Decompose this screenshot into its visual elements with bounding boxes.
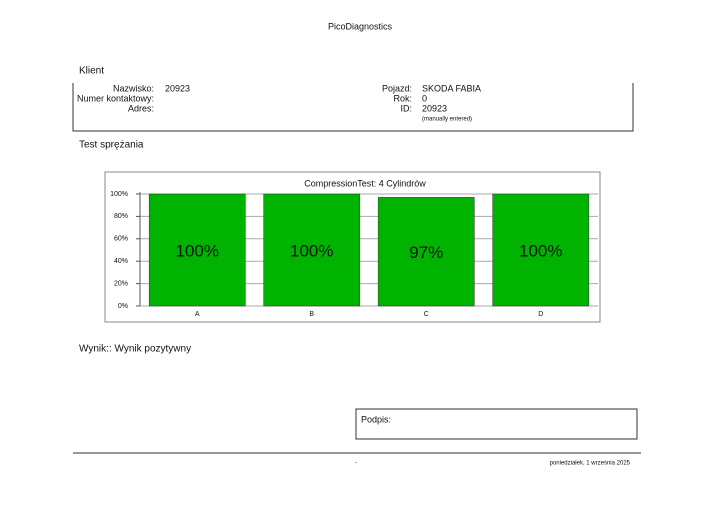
y-tick-label: 100% [110, 191, 128, 198]
y-tick-label: 80% [114, 213, 128, 220]
field-label: ID: [400, 103, 412, 113]
value-label: 100% [290, 241, 333, 260]
y-tick-label: 0% [118, 303, 128, 310]
field-label: Numer kontaktowy: [77, 93, 154, 103]
x-tick-label: C [424, 311, 429, 318]
bar [148, 193, 246, 307]
client-box [72, 83, 634, 132]
bar [492, 193, 590, 307]
field-value: 0 [422, 93, 427, 103]
field-value: SKODA FABIA [422, 83, 481, 93]
x-tick-label: D [538, 311, 543, 318]
x-tick-label: A [195, 311, 200, 318]
y-tick-label: 20% [114, 280, 128, 287]
y-tick-label: 40% [114, 258, 128, 265]
field-label: Nazwisko: [113, 83, 154, 93]
signature-label: Podpis: [361, 414, 391, 424]
page-title: PicoDiagnostics [328, 21, 393, 31]
chart: 0% 20% 40% 60% 80% 100% 100% A 100% B 97% C 100% D [110, 191, 598, 318]
signature-box [355, 408, 638, 440]
bar [377, 197, 475, 307]
result: Wynik:: Wynik pozytywny [79, 344, 191, 355]
x-tick-label: B [309, 311, 314, 318]
chart-title: CompressionTest: 4 Cylindrów [304, 178, 426, 188]
footer-date: poniedziałek, 1 września 2025 [550, 461, 631, 467]
field-value: 20923 [422, 103, 447, 113]
client-heading: Klient [79, 66, 104, 77]
field-label: Adres: [128, 103, 154, 113]
y-tick-label: 60% [114, 236, 128, 243]
value-label: 97% [409, 243, 443, 262]
section-heading: Test sprężania [79, 140, 144, 151]
note: (manually entered) [422, 117, 472, 123]
bar [263, 193, 361, 307]
value-label: 100% [176, 241, 219, 260]
field-label: Rok: [393, 93, 412, 103]
footer-center: - [355, 461, 357, 467]
value-label: 100% [519, 241, 562, 260]
field-value: 20923 [165, 83, 190, 93]
client-fields: Nazwisko: 20923 Numer kontaktowy:Adres: Poj… [77, 83, 481, 113]
field-label: Pojazd: [382, 83, 412, 93]
